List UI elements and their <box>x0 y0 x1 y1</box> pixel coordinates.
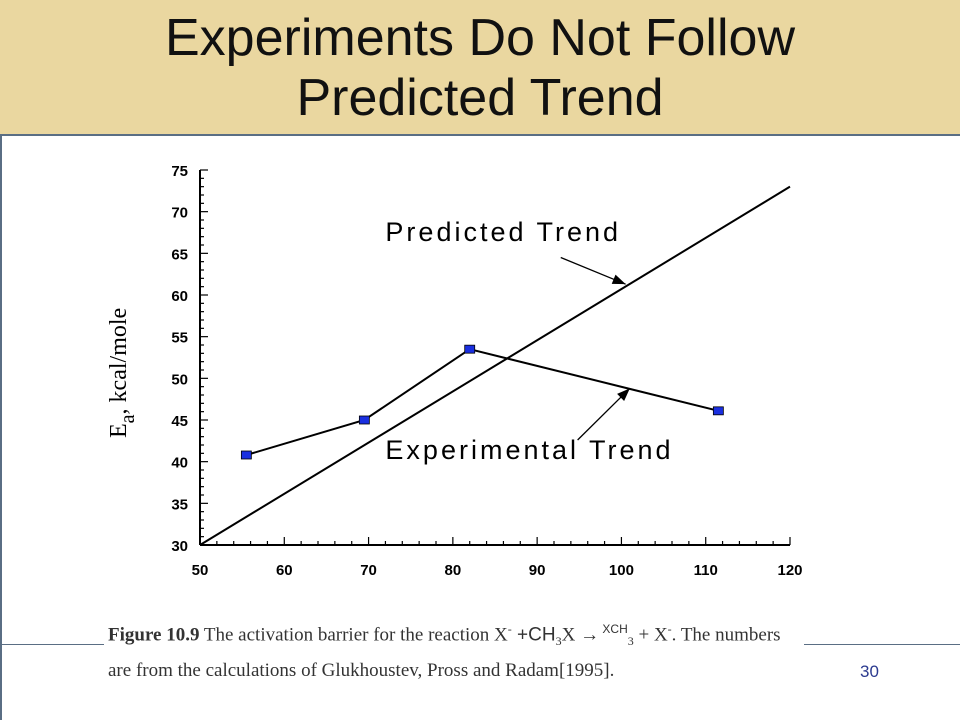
x-tick-label: 110 <box>694 562 718 579</box>
caption-text-5: + X <box>633 624 668 646</box>
y-tick-label: 75 <box>171 163 188 180</box>
experimental-trend-label: Experimental Trend <box>385 435 673 465</box>
y-tick-label: 65 <box>171 246 188 263</box>
slide-title-line-2: Predicted Trend <box>296 69 664 127</box>
x-tick-label: 70 <box>360 562 377 579</box>
slide-title: Experiments Do Not Follow Predicted Tren… <box>0 8 960 128</box>
experimental-trend-line <box>246 348 719 456</box>
y-axis-label-main: E <box>106 423 132 438</box>
x-tick-label: 90 <box>529 562 546 579</box>
title-band <box>0 0 960 136</box>
x-tick-label: 100 <box>609 562 634 579</box>
experimental-trend-arrowhead <box>617 388 630 402</box>
caption-arrow: → <box>580 624 600 646</box>
experimental-trend-point <box>358 415 370 425</box>
page-number: 30 <box>860 662 879 681</box>
y-tick-label: 40 <box>171 455 188 472</box>
caption-sup-2: - <box>667 622 672 636</box>
x-tick-label: 50 <box>192 562 209 579</box>
caption-sub-2: 3 <box>627 634 634 649</box>
caption-sub-1: 3 <box>555 634 562 649</box>
y-axis-label-sub: a <box>117 414 139 423</box>
y-tick-label: 55 <box>171 330 188 347</box>
caption-text-1: The activation barrier for the reaction … <box>199 624 508 646</box>
y-axis-label-rest: , kcal/mole <box>106 308 132 415</box>
predicted-trend-arrowhead <box>611 274 626 285</box>
predicted-trend-label: Predicted Trend <box>385 217 621 247</box>
y-axis-label: Ea, kcal/mole <box>106 308 139 438</box>
slide-title-line-1: Experiments Do Not Follow <box>165 9 795 67</box>
experimental-trend-point <box>712 406 724 416</box>
annotations: Predicted Trend Experimental Trend <box>385 217 673 465</box>
x-tick-label: 80 <box>445 562 462 579</box>
caption-text-3: X <box>561 624 581 646</box>
x-tick-label: 120 <box>777 562 802 579</box>
caption-sup-1: - <box>507 622 512 636</box>
y-tick-label: 45 <box>171 413 188 430</box>
caption-text-4: XCH <box>599 622 628 636</box>
y-tick-label: 35 <box>171 496 188 513</box>
axes <box>199 170 790 546</box>
left-border-rule <box>0 134 2 720</box>
y-tick-label: 70 <box>171 205 188 222</box>
y-tick-label: 30 <box>171 538 188 555</box>
experimental-trend-point <box>240 450 252 460</box>
series <box>199 185 791 546</box>
axis-ticks: 30 35 40 45 50 55 60 65 70 75 50 60 70 80 90 100 110 120 <box>171 163 802 579</box>
experimental-trend-point <box>464 344 476 354</box>
y-tick-label: 50 <box>171 371 188 388</box>
caption-text-6: . The numbers are from the calculations … <box>108 624 781 682</box>
y-tick-label: 60 <box>171 288 188 305</box>
caption-figure-label: Figure 10.9 <box>108 624 200 646</box>
caption-text-2: +CH <box>511 624 556 646</box>
x-tick-label: 60 <box>276 562 293 579</box>
figure-caption: Figure 10.9 The activation barrier for t… <box>104 610 804 710</box>
predicted-trend-line <box>199 185 791 546</box>
